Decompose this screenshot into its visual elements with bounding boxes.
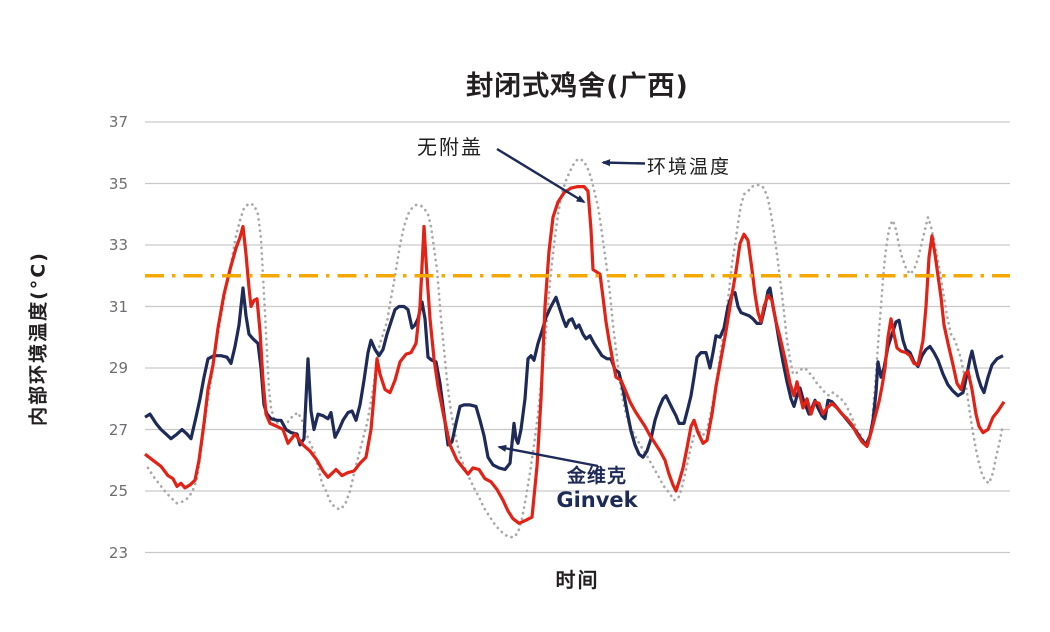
annotation-arrows xyxy=(496,147,646,468)
series-ginvek-navy xyxy=(144,286,1004,472)
arrow-no-cover xyxy=(496,147,586,204)
ginvek-label-english: Ginvek xyxy=(556,487,638,512)
arrow-ambient xyxy=(601,159,646,167)
annotation-ginvek-label: 金维克 Ginvek xyxy=(552,465,642,512)
y-tick-label: 35 xyxy=(108,174,128,193)
annotation-ambient-label: 环境温度 xyxy=(647,156,732,178)
y-tick-label: 27 xyxy=(108,420,128,439)
y-tick-label: 33 xyxy=(108,236,128,254)
annotation-no-cover-label: 无附盖 xyxy=(417,135,483,159)
y-tick-label: 31 xyxy=(108,297,128,316)
chart-title: 封闭式鸡舍(广西) xyxy=(466,71,689,102)
series-no-cover-red xyxy=(144,185,1006,525)
ginvek-label-chinese: 金维克 xyxy=(566,465,627,487)
series-ambient-gray xyxy=(146,157,1004,539)
y-tick-label: 25 xyxy=(108,482,128,500)
x-axis-title: 时间 xyxy=(555,568,600,592)
y-tick-label: 37 xyxy=(108,113,128,131)
series-lines xyxy=(144,157,1006,539)
y-tick-label: 23 xyxy=(108,543,128,562)
arrow-ginvek xyxy=(497,444,599,468)
y-tick-label: 29 xyxy=(108,359,128,377)
gridlines xyxy=(145,121,1010,554)
y-axis-title: 内部环境温度(°C) xyxy=(27,251,50,426)
